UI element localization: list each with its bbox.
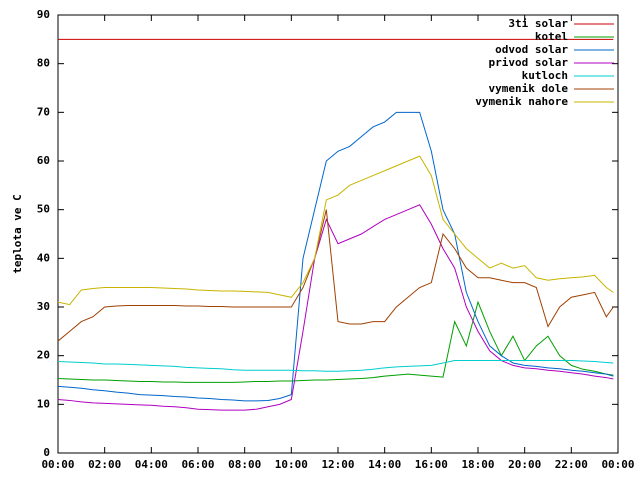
- x-tick-label: 04:00: [135, 458, 168, 471]
- x-tick-label: 22:00: [555, 458, 588, 471]
- series-line: [57, 204, 614, 411]
- x-tick-label: 08:00: [228, 458, 261, 471]
- x-tick-label: 18:00: [461, 458, 494, 471]
- y-tick-label: 90: [37, 8, 50, 21]
- y-tick-label: 20: [37, 349, 50, 362]
- x-tick-label: 12:00: [321, 458, 354, 471]
- x-tick-label: 20:00: [508, 458, 541, 471]
- y-tick-label: 30: [37, 300, 50, 313]
- x-tick-label: 16:00: [415, 458, 448, 471]
- legend-label: kutloch: [522, 69, 568, 82]
- y-tick-label: 60: [37, 154, 50, 167]
- y-tick-label: 0: [43, 446, 50, 459]
- series-line: [57, 209, 614, 342]
- x-tick-label: 14:00: [368, 458, 401, 471]
- x-tick-label: 00:00: [601, 458, 634, 471]
- y-tick-label: 70: [37, 105, 50, 118]
- legend-label: kotel: [535, 30, 568, 43]
- y-tick-label: 40: [37, 251, 50, 264]
- series-line: [57, 360, 614, 372]
- x-tick-label: 02:00: [88, 458, 121, 471]
- legend-label: odvod solar: [495, 43, 568, 56]
- x-tick-label: 10:00: [275, 458, 308, 471]
- y-tick-label: 10: [37, 397, 50, 410]
- x-tick-label: 06:00: [181, 458, 214, 471]
- x-tick-label: 00:00: [41, 458, 74, 471]
- series-line: [57, 300, 614, 383]
- legend-label: privod solar: [489, 56, 569, 69]
- y-tick-label: 50: [37, 203, 50, 216]
- y-tick-label: 80: [37, 57, 50, 70]
- series-line: [57, 155, 614, 306]
- series-line: [57, 111, 614, 402]
- legend-label: vymenik dole: [489, 82, 569, 95]
- legend-label: vymenik nahore: [475, 95, 568, 108]
- legend-label: 3ti solar: [508, 17, 568, 30]
- y-axis-label: teplota ve C: [11, 194, 24, 273]
